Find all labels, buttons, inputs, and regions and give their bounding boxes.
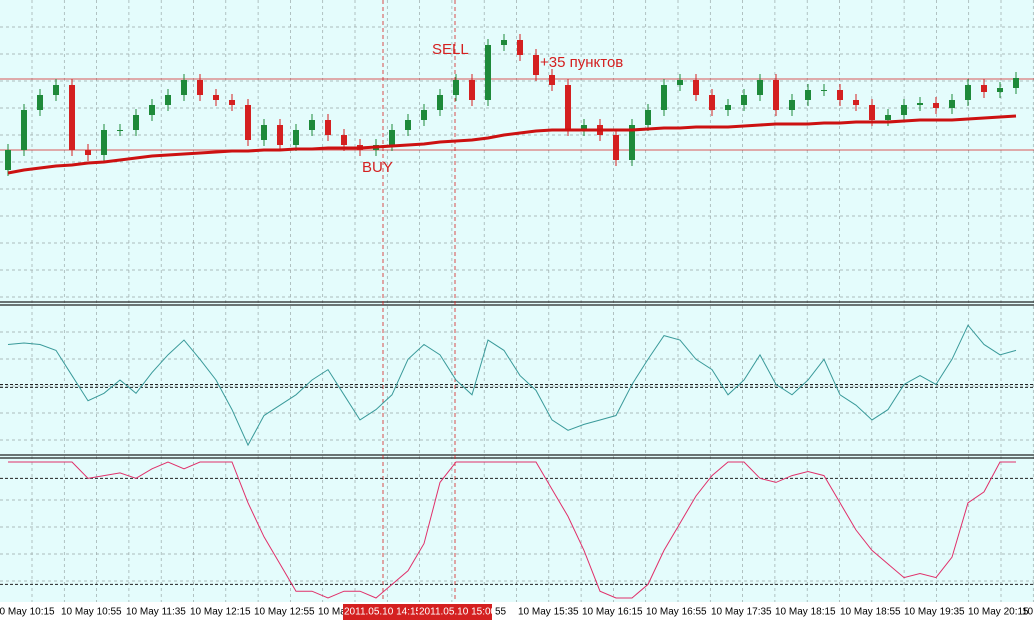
time-highlight: 2011.05.10 14:15 bbox=[344, 607, 422, 618]
candle-body bbox=[389, 130, 395, 145]
time-label: 10 May 11:35 bbox=[126, 607, 186, 618]
chart-background bbox=[0, 0, 1034, 602]
candle-body bbox=[805, 90, 811, 100]
candle-body bbox=[1013, 78, 1019, 88]
candle-body bbox=[69, 85, 75, 150]
time-label: 10 May 16:55 bbox=[646, 607, 707, 618]
time-label: 10 May bbox=[318, 607, 351, 618]
candle-body bbox=[485, 45, 491, 100]
candle-body bbox=[501, 40, 507, 45]
candle-body bbox=[53, 85, 59, 95]
time-axis-background bbox=[0, 602, 1034, 620]
time-label: 10 May 15:35 bbox=[518, 607, 579, 618]
time-label: 55 bbox=[495, 607, 507, 618]
time-label: 10 May 18:55 bbox=[840, 607, 901, 618]
candle-body bbox=[901, 105, 907, 115]
candle-body bbox=[197, 80, 203, 95]
candle-body bbox=[101, 130, 107, 155]
candle-body bbox=[613, 135, 619, 160]
time-label: 10 May 10:55 bbox=[61, 607, 122, 618]
candle-body bbox=[869, 105, 875, 120]
candle-body bbox=[821, 90, 827, 91]
candle-body bbox=[165, 95, 171, 105]
candle-body bbox=[341, 135, 347, 145]
candle-body bbox=[245, 105, 251, 140]
candle-body bbox=[261, 125, 267, 140]
candle-body bbox=[405, 120, 411, 130]
candle-body bbox=[757, 80, 763, 95]
time-label: 10 May 10:15 bbox=[0, 607, 55, 618]
candle-body bbox=[293, 130, 299, 145]
annotation: +35 пунктов bbox=[540, 54, 623, 71]
candle-body bbox=[677, 80, 683, 85]
indicator-line bbox=[7, 324, 1017, 447]
candle-body bbox=[85, 150, 91, 155]
time-label: 10 May 16:15 bbox=[582, 607, 643, 618]
candle-body bbox=[709, 95, 715, 110]
candle-body bbox=[149, 105, 155, 115]
time-label: 10 May 12:55 bbox=[254, 607, 315, 618]
candle-body bbox=[453, 80, 459, 95]
candle-body bbox=[661, 85, 667, 110]
candle-body bbox=[997, 88, 1003, 92]
candle-body bbox=[837, 90, 843, 100]
moving-average bbox=[7, 114, 1017, 175]
candle-body bbox=[533, 55, 539, 75]
time-highlight: 2011.05.10 15:00 bbox=[419, 607, 497, 618]
candle-body bbox=[629, 125, 635, 160]
candle-body bbox=[437, 95, 443, 110]
time-label: 10 May 19:35 bbox=[904, 607, 965, 618]
time-highlight-box bbox=[343, 604, 418, 620]
candle-body bbox=[581, 125, 587, 130]
candle-body bbox=[421, 110, 427, 120]
candle-body bbox=[981, 85, 987, 92]
candle-body bbox=[277, 125, 283, 145]
candle-body bbox=[949, 100, 955, 108]
candle-body bbox=[229, 100, 235, 105]
candle-body bbox=[565, 85, 571, 130]
annotation: SELL bbox=[432, 41, 469, 58]
candle-body bbox=[181, 80, 187, 95]
candle-body bbox=[965, 85, 971, 100]
time-label: 10 May 20:15 bbox=[968, 607, 1029, 618]
candle-body bbox=[213, 95, 219, 100]
candle-body bbox=[37, 95, 43, 110]
candle-body bbox=[853, 100, 859, 105]
candle-body bbox=[917, 103, 923, 105]
candle-body bbox=[773, 80, 779, 110]
candle-body bbox=[725, 105, 731, 110]
time-label: 10 bbox=[1022, 607, 1034, 618]
candle-body bbox=[325, 120, 331, 135]
candle-body bbox=[693, 80, 699, 95]
candle-body bbox=[741, 95, 747, 105]
candle-body bbox=[5, 150, 11, 170]
candle-body bbox=[645, 110, 651, 125]
time-label: 10 May 12:15 bbox=[190, 607, 251, 618]
candle-body bbox=[885, 115, 891, 120]
indicator-line bbox=[8, 461, 1016, 599]
time-label: 10 May 17:35 bbox=[711, 607, 772, 618]
candle-body bbox=[517, 40, 523, 55]
candle-body bbox=[117, 130, 123, 131]
annotation: BUY bbox=[362, 159, 393, 176]
candle-body bbox=[309, 120, 315, 130]
candle-body bbox=[933, 103, 939, 108]
candle-body bbox=[133, 115, 139, 130]
candle-body bbox=[469, 80, 475, 100]
time-label: 10 May 18:15 bbox=[775, 607, 836, 618]
candle-body bbox=[549, 75, 555, 85]
candle-body bbox=[21, 110, 27, 150]
candle-body bbox=[789, 100, 795, 110]
time-highlight-box bbox=[418, 604, 492, 620]
